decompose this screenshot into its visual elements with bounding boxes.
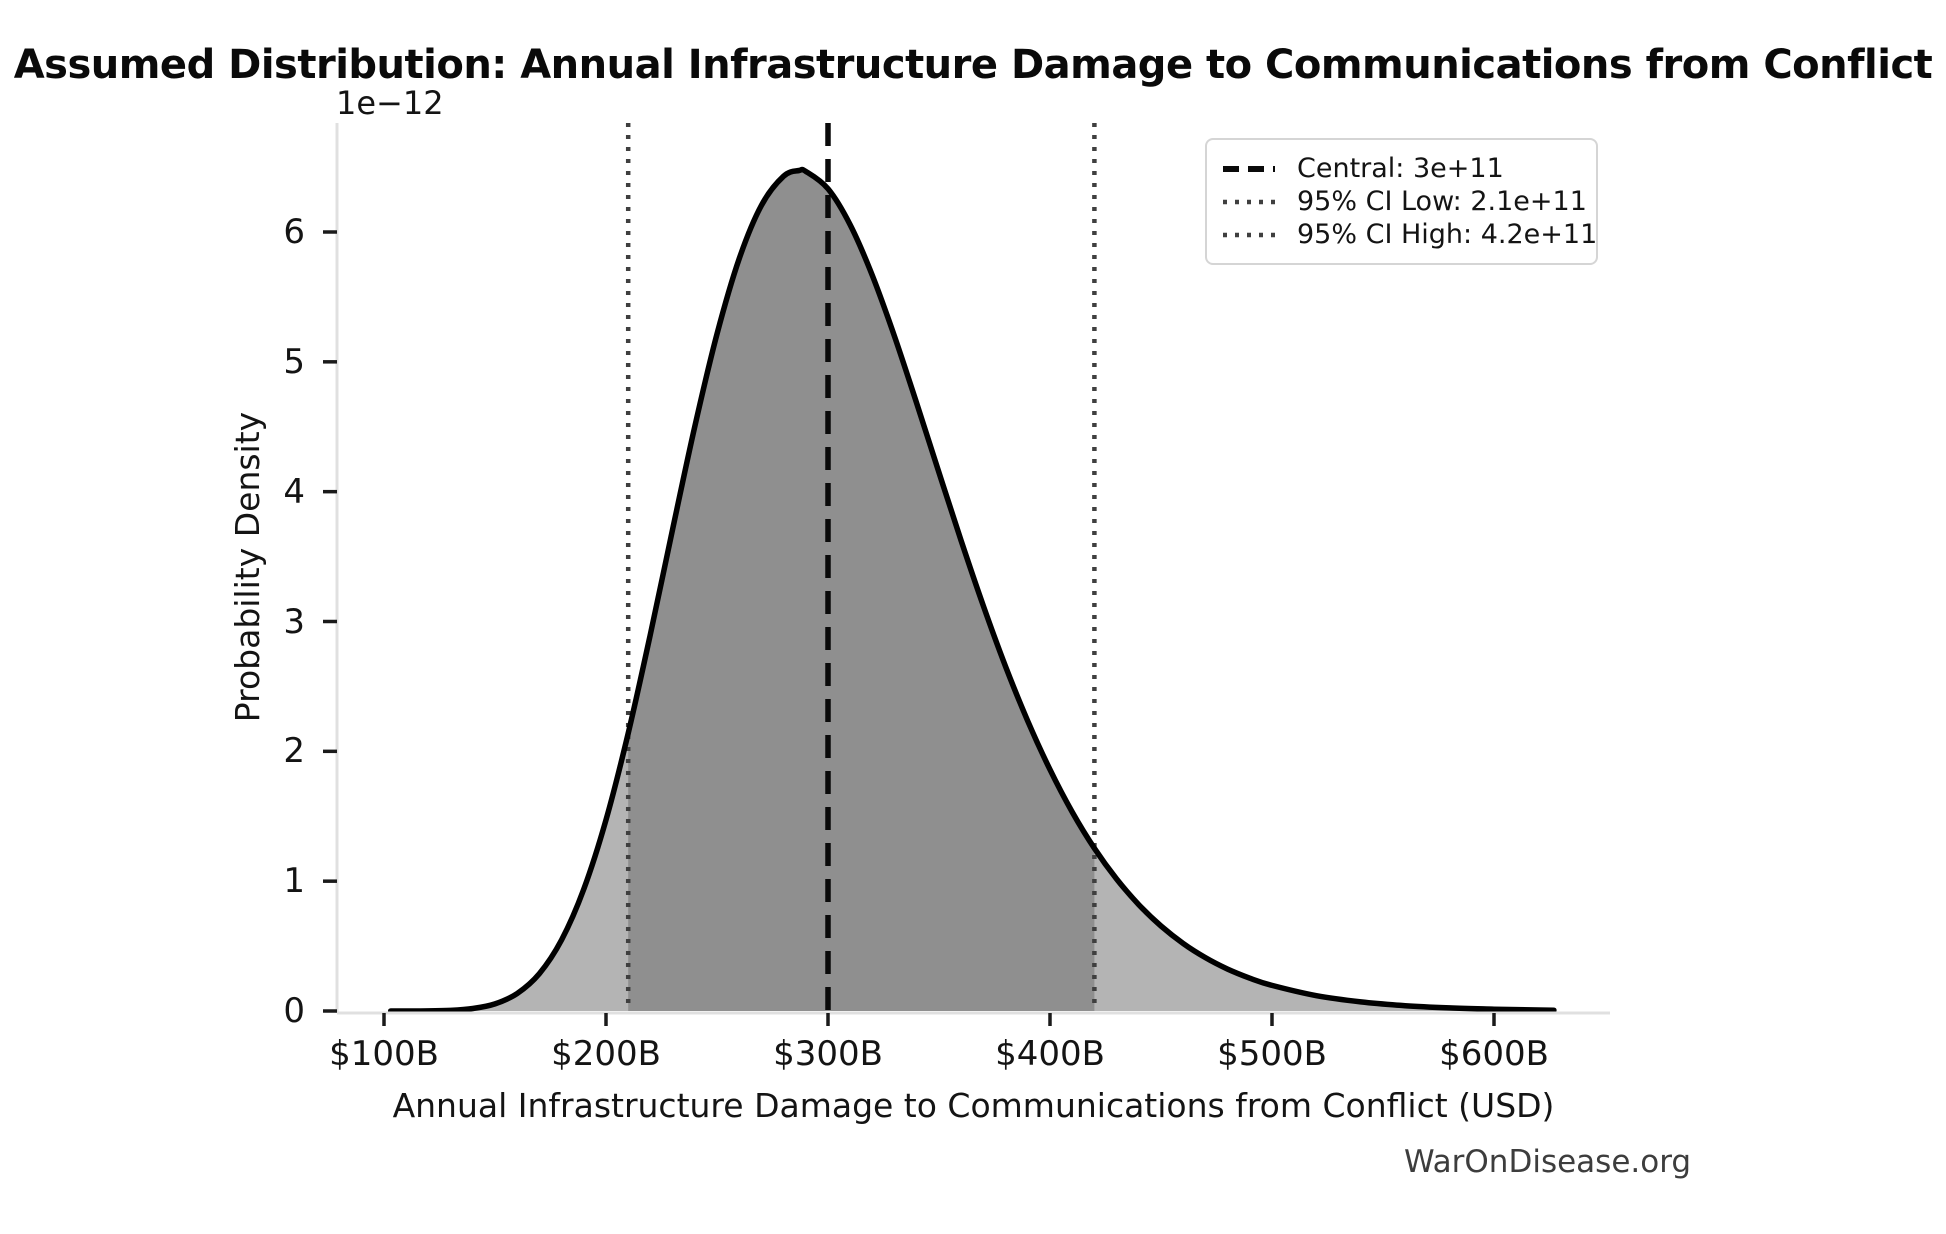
x-axis-label: Annual Infrastructure Damage to Communic…	[392, 1086, 1555, 1125]
dashed-line-sample-icon	[1223, 165, 1275, 172]
x-tick-label-500b: $500B	[1217, 1034, 1327, 1074]
chart-title: Assumed Distribution: Annual Infrastruct…	[13, 42, 1933, 88]
y-tick-label-1: 1	[283, 861, 305, 901]
watermark: WarOnDisease.org	[1404, 1144, 1692, 1180]
y-axis-scale-offset-label: 1e−12	[336, 84, 444, 122]
y-tick-label-4: 4	[283, 472, 305, 512]
y-tick-label-3: 3	[283, 602, 305, 642]
dotted-line-sample-icon	[1223, 199, 1275, 204]
density-curve-line	[387, 166, 1557, 1014]
x-axis-tick-marks	[382, 1013, 1496, 1026]
y-tick-label-6: 6	[283, 212, 305, 252]
dotted-line-sample-icon	[1223, 232, 1275, 237]
legend-label-central: Central: 3e+11	[1297, 153, 1504, 184]
legend-label-ci-low: 95% CI Low: 2.1e+11	[1297, 186, 1587, 217]
y-tick-label-5: 5	[283, 342, 305, 382]
legend-label-ci-high: 95% CI High: 4.2e+11	[1297, 219, 1598, 250]
y-axis-tick-marks	[323, 230, 337, 1013]
legend-item-ci-low: 95% CI Low: 2.1e+11	[1223, 185, 1587, 218]
y-axis-label: Probability Density	[228, 411, 267, 723]
legend-item-central: Central: 3e+11	[1223, 152, 1580, 185]
x-tick-label-100b: $100B	[329, 1034, 439, 1074]
y-tick-label-2: 2	[283, 731, 305, 771]
legend-item-ci-high: 95% CI High: 4.2e+11	[1223, 218, 1597, 251]
y-tick-label-0: 0	[283, 991, 305, 1031]
x-tick-label-200b: $200B	[551, 1034, 661, 1074]
legend: Central: 3e+11 95% CI Low: 2.1e+11 95% C…	[1205, 138, 1598, 265]
x-tick-label-300b: $300B	[773, 1034, 883, 1074]
x-tick-label-400b: $400B	[995, 1034, 1105, 1074]
density-area-ci-dark-fill	[628, 169, 1095, 1012]
x-tick-label-600b: $600B	[1439, 1034, 1549, 1074]
